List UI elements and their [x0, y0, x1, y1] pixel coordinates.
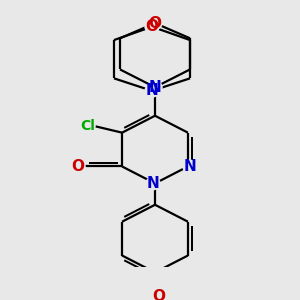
Circle shape [81, 119, 95, 132]
Circle shape [152, 290, 166, 300]
Text: N: N [184, 159, 196, 174]
Text: N: N [148, 80, 161, 95]
Circle shape [146, 177, 160, 190]
Circle shape [148, 17, 162, 29]
Circle shape [145, 85, 159, 97]
Circle shape [71, 160, 85, 173]
Text: O: O [148, 16, 161, 31]
Text: O: O [146, 19, 158, 34]
Text: O: O [72, 159, 85, 174]
Text: N: N [147, 176, 159, 191]
Text: Cl: Cl [81, 118, 95, 133]
Circle shape [148, 81, 162, 94]
Text: N: N [146, 83, 158, 98]
Text: O: O [152, 289, 166, 300]
Circle shape [145, 20, 159, 33]
Circle shape [183, 160, 197, 173]
